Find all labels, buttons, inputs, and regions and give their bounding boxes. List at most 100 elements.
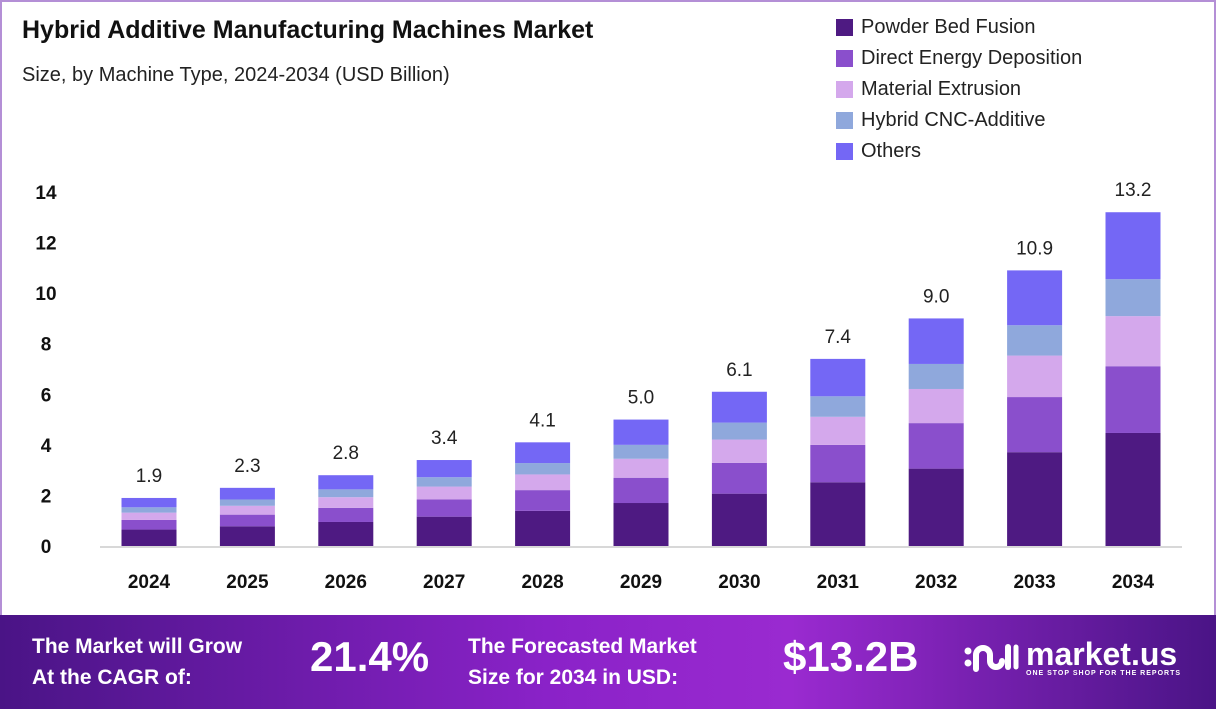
bar-segment (1105, 432, 1161, 546)
bar-segment (219, 526, 275, 546)
legend-swatch (836, 143, 853, 160)
cagr-label-line: At the CAGR of: (32, 666, 192, 689)
bar-segment (1007, 355, 1063, 398)
bar-segment (810, 416, 866, 445)
bar-segment (219, 505, 275, 515)
logo-tagline: ONE STOP SHOP FOR THE REPORTS (1026, 669, 1182, 677)
bar-segment (318, 507, 374, 522)
bar-segment (711, 493, 767, 546)
cagr-value: 21.4% (310, 633, 430, 680)
total-label: 10.9 (1016, 238, 1053, 259)
bar-segment (1007, 452, 1063, 546)
bar-chart: 0 2 4 6 8 10 12 14 1.9 2024 2.3 2025 2.8 2026 3.4 2027 4… (35, 180, 1182, 593)
total-label: 4.1 (529, 410, 555, 431)
forecast-label-line: The Forecasted Market (468, 635, 697, 658)
bar-segment (416, 486, 472, 500)
bar-segment (810, 482, 866, 546)
legend-label: Direct Energy Deposition (861, 47, 1083, 69)
x-tick-label: 2028 (521, 572, 563, 593)
bar-segment (219, 514, 275, 527)
bar-segment (121, 519, 177, 530)
bar-segment (1105, 366, 1161, 433)
bar-segment (318, 489, 374, 498)
bar-segment (1007, 397, 1063, 453)
forecast-label: The Forecasted Market Size for 2034 in US… (468, 631, 697, 693)
bar-segment (810, 358, 866, 397)
legend-item: Others (836, 136, 1082, 167)
forecast-label-line: Size for 2034 in USD: (468, 666, 679, 689)
bar-segment (711, 391, 767, 423)
legend-label: Others (861, 140, 922, 162)
bar-segment (908, 388, 964, 424)
x-tick-label: 2030 (718, 572, 760, 593)
x-tick-label: 2027 (423, 572, 465, 593)
bar-segment (1105, 316, 1161, 367)
y-tick-label: 12 (35, 234, 56, 255)
bar-segment (121, 507, 177, 513)
bar-segment (1007, 270, 1063, 326)
total-label: 1.9 (136, 466, 162, 487)
bar-segment (810, 396, 866, 417)
legend-label: Material Extrusion (861, 78, 1022, 100)
bar-segment (810, 444, 866, 483)
bar-segment (515, 490, 571, 511)
bar-segment (318, 497, 374, 508)
total-label: 5.0 (628, 388, 654, 409)
bar-segment (515, 474, 571, 491)
y-tick-label: 10 (35, 284, 56, 305)
bar-segment (908, 318, 964, 364)
bar-segment (908, 363, 964, 389)
legend-swatch (836, 81, 853, 98)
chart-subtitle: Size, by Machine Type, 2024-2034 (USD Bi… (22, 64, 450, 86)
cagr-label-line: The Market will Grow (32, 635, 243, 658)
x-tick-label: 2032 (915, 572, 957, 593)
bar-segment (416, 499, 472, 517)
bar-segment (318, 521, 374, 546)
bar-segment (121, 497, 177, 508)
bar-segment (416, 460, 472, 478)
logo-icon (964, 644, 1019, 672)
market-us-logo: market.us ONE STOP SHOP FOR THE REPORTS (962, 637, 1181, 677)
bar-segment (1007, 325, 1063, 356)
bar-segment (1105, 279, 1161, 317)
total-label: 9.0 (923, 286, 949, 307)
legend: Powder Bed Fusion Direct Energy Depositi… (836, 12, 1082, 167)
chart-title: Hybrid Additive Manufacturing Machines M… (22, 16, 594, 44)
x-tick-label: 2031 (817, 572, 860, 593)
footer-banner: The Market will Grow At the CAGR of: 21.4… (0, 615, 1216, 709)
total-label: 6.1 (726, 360, 752, 381)
bar-segment (318, 475, 374, 490)
legend-label: Powder Bed Fusion (861, 16, 1036, 38)
y-tick-label: 6 (41, 385, 52, 406)
bar-segment (515, 442, 571, 464)
legend-item: Material Extrusion (836, 74, 1082, 105)
bar-segment (515, 463, 571, 475)
legend-item: Direct Energy Deposition (836, 43, 1082, 74)
y-tick-label: 0 (41, 537, 52, 558)
bar-segment (416, 516, 472, 546)
bar-segment (613, 477, 669, 504)
bar-segment (219, 499, 275, 506)
x-tick-label: 2029 (620, 572, 662, 593)
bar-segment (121, 512, 177, 520)
bar-segment (416, 477, 472, 487)
x-tick-label: 2026 (325, 572, 367, 593)
bar-segment (711, 439, 767, 463)
y-tick-label: 14 (35, 183, 57, 204)
legend-swatch (836, 19, 853, 36)
bar-segment (613, 444, 669, 459)
y-tick-label: 4 (41, 436, 52, 457)
x-tick-label: 2033 (1013, 572, 1055, 593)
total-label: 2.3 (234, 456, 260, 477)
forecast-value: $13.2B (783, 633, 919, 680)
bar-segment (613, 503, 669, 546)
bar-segment (121, 529, 177, 546)
legend-label: Hybrid CNC-Additive (861, 109, 1046, 131)
bar-segment (908, 468, 964, 546)
x-tick-label: 2034 (1112, 572, 1155, 593)
total-label: 3.4 (431, 428, 458, 449)
total-label: 13.2 (1115, 180, 1152, 201)
bar-segment (1105, 212, 1161, 280)
bar-segment (515, 510, 571, 546)
bar-segment (711, 422, 767, 440)
